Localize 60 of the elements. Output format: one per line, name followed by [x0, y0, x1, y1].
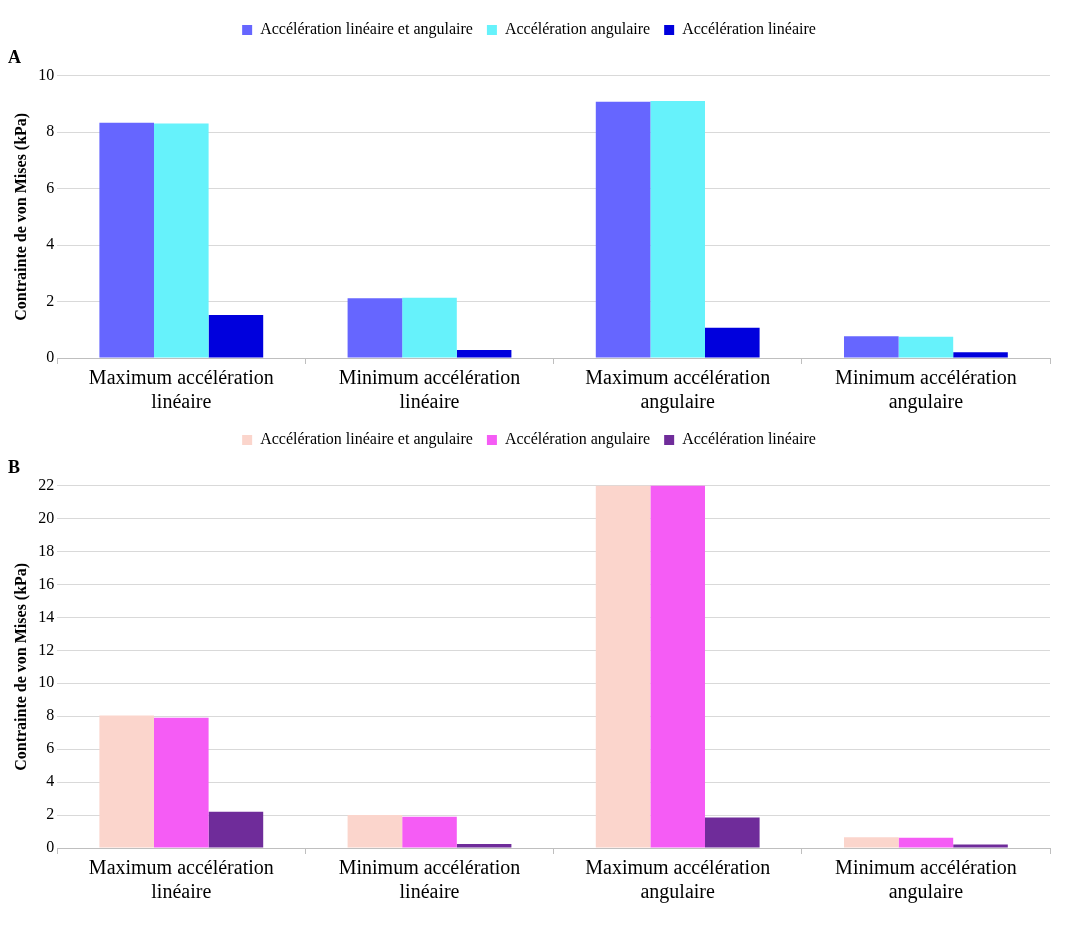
chart-title: A: [8, 47, 21, 68]
bar: [456, 350, 512, 358]
bar: [595, 101, 651, 358]
x-tick-label: Maximum accélération linéaire: [88, 366, 274, 413]
x-tick-label: Maximum accélération angulaire: [585, 856, 771, 904]
x-tick-label: Maximum accélération linéaire: [88, 856, 274, 903]
bar: [650, 101, 705, 358]
bar: [99, 715, 154, 848]
bar: [898, 336, 954, 358]
bar: [898, 837, 954, 848]
bar: [208, 315, 264, 358]
bar: [595, 485, 651, 848]
bar: [705, 327, 760, 358]
x-tick-label: Maximum accélération angulaire: [585, 366, 771, 414]
bar: [843, 837, 899, 848]
bar: [402, 297, 457, 358]
legend-label: Accélération linéaire et angulaire: [260, 20, 473, 39]
y-tick-label: 8: [46, 706, 55, 724]
y-tick-label: 10: [38, 65, 55, 83]
bar: [402, 816, 457, 848]
bar: [347, 298, 403, 358]
legend-label: Accélération linéaire: [682, 20, 816, 38]
bar: [347, 815, 403, 848]
y-tick-label: 6: [46, 178, 55, 196]
y-tick-label: 0: [46, 348, 55, 366]
bar: [953, 352, 1008, 358]
bar: [456, 843, 512, 848]
y-tick-label: 14: [38, 607, 55, 625]
y-tick-label: 16: [38, 574, 55, 592]
x-tick-label: Minimum accélération angulaire: [835, 366, 1017, 414]
bar: [650, 485, 705, 848]
y-tick-label: 20: [38, 508, 55, 526]
y-tick-label: 2: [46, 805, 55, 823]
bar: [154, 717, 209, 848]
y-tick-label: 10: [38, 673, 55, 691]
bar: [99, 122, 154, 358]
legend-label: Accélération angulaire: [504, 430, 651, 449]
y-tick-label: 22: [38, 475, 55, 493]
bar: [953, 844, 1008, 848]
y-axis-title: Contrainte de von Mises (kPa): [11, 112, 30, 321]
y-tick-label: 2: [46, 291, 55, 309]
x-tick-label: Minimum accélération linéaire: [338, 366, 521, 413]
y-tick-label: 4: [46, 235, 55, 253]
y-tick-label: 0: [46, 838, 55, 856]
y-tick-label: 4: [46, 772, 55, 790]
y-tick-label: 18: [38, 541, 55, 559]
bar: [154, 123, 209, 358]
y-axis-title: Contrainte de von Mises (kPa): [11, 562, 30, 771]
legend-label: Accélération angulaire: [504, 20, 651, 39]
bar: [705, 817, 760, 848]
legend-label: Accélération linéaire et angulaire: [260, 430, 473, 449]
y-tick-label: 6: [46, 739, 55, 757]
legend-label: Accélération linéaire: [682, 430, 816, 448]
x-tick-label: Minimum accélération angulaire: [835, 856, 1017, 904]
y-tick-label: 12: [38, 640, 55, 658]
bar: [843, 336, 899, 358]
x-tick-label: Minimum accélération linéaire: [338, 856, 521, 903]
bar: [208, 811, 264, 848]
chart-title: B: [8, 457, 21, 478]
y-tick-label: 8: [46, 122, 55, 140]
